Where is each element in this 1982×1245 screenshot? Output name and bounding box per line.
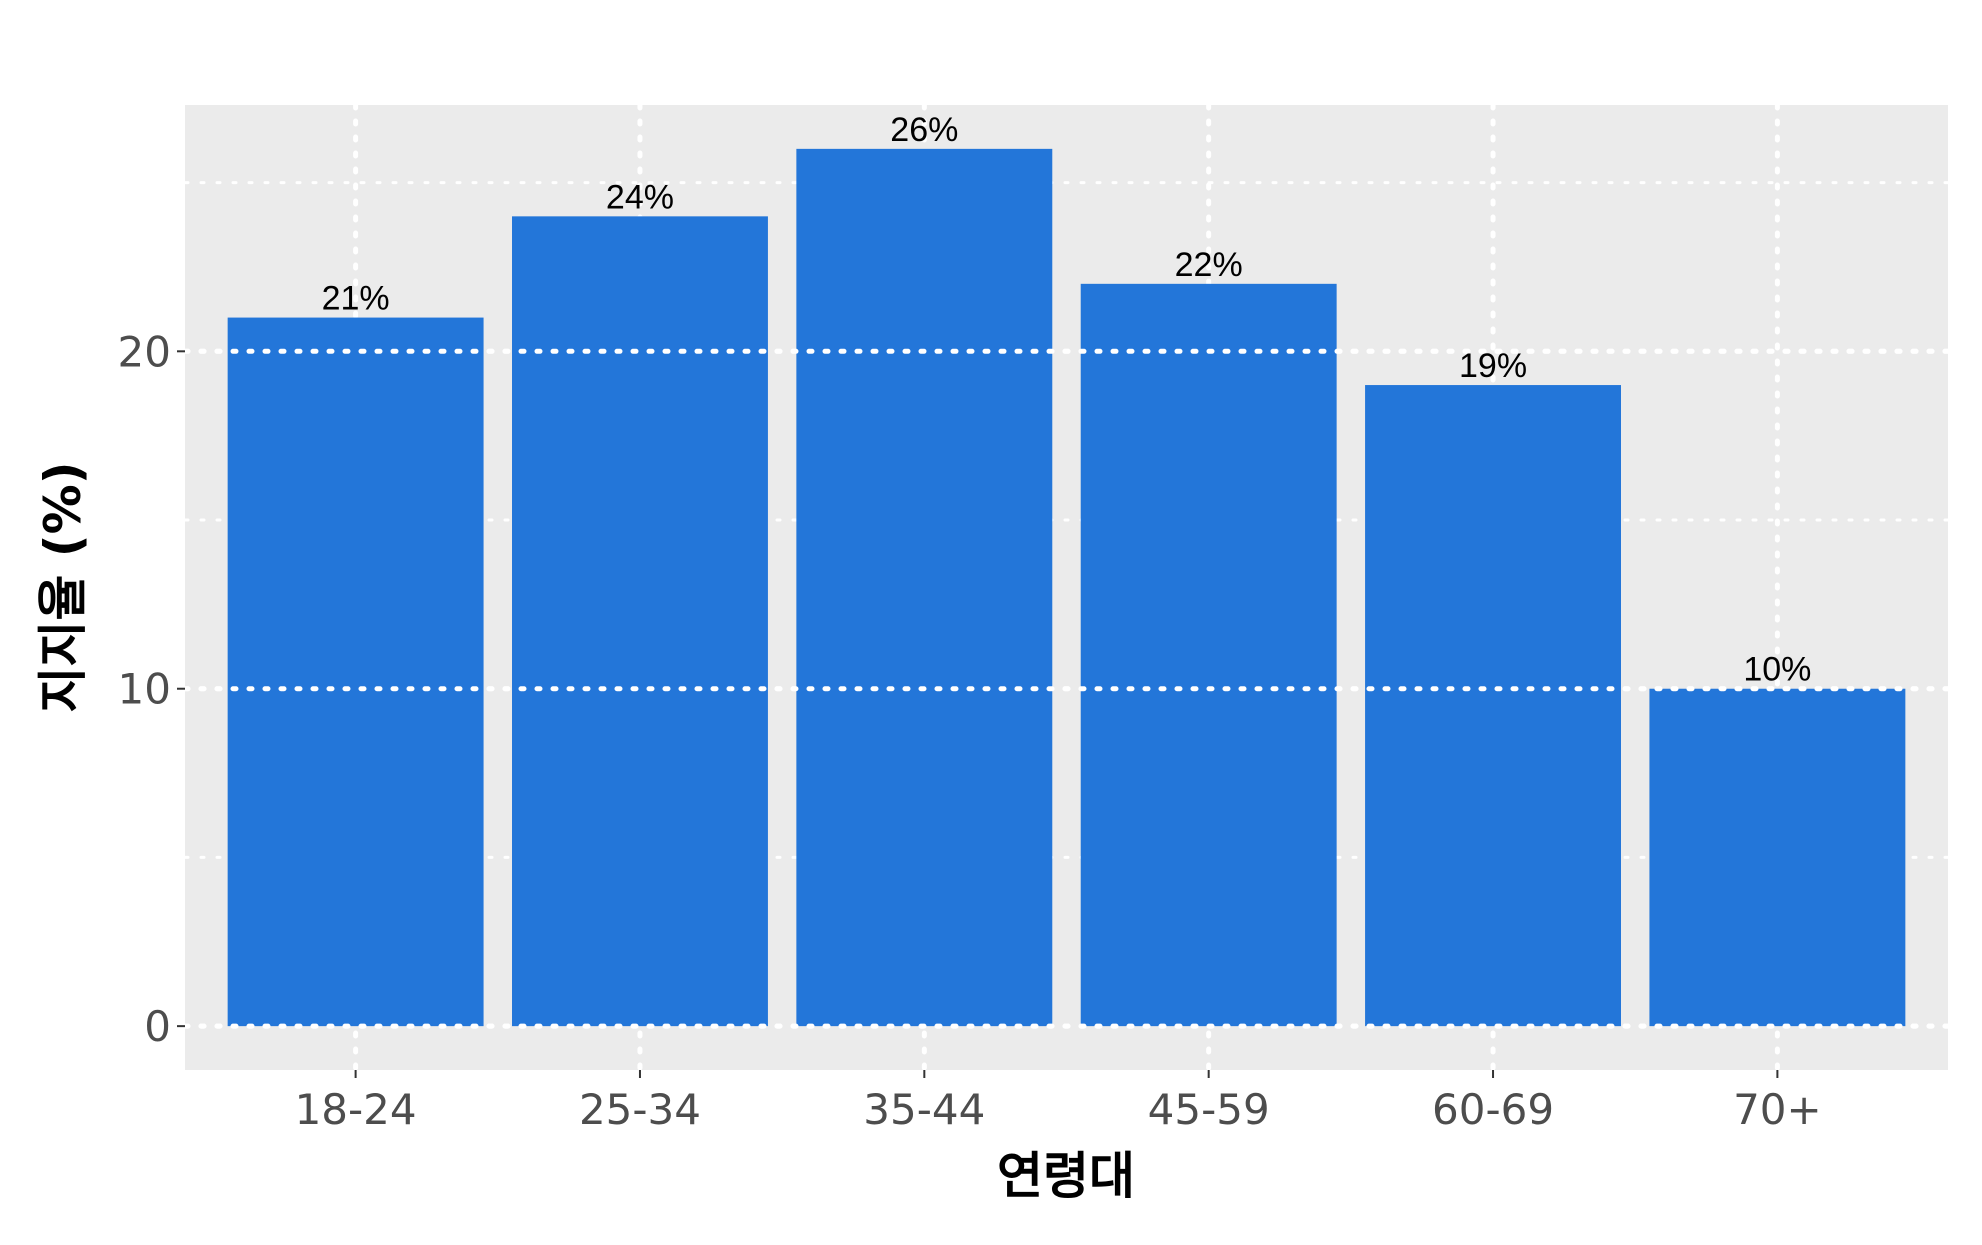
y-tick-label: 0 [144, 1002, 171, 1051]
data-label: 19% [1459, 347, 1527, 385]
bar [227, 317, 484, 1027]
x-axis-title: 연령대 [997, 1147, 1135, 1205]
data-label: 10% [1743, 651, 1811, 689]
y-tick-label: 10 [118, 665, 171, 714]
data-label: 21% [322, 280, 390, 318]
x-axis-ticks: 18-24 25-34 35-44 45-59 60-69 70+ [295, 1070, 1822, 1134]
data-label: 26% [890, 111, 958, 149]
bar [512, 216, 768, 1027]
x-tick-label: 35-44 [863, 1085, 985, 1134]
x-tick-label: 60-69 [1432, 1085, 1554, 1134]
data-label: 22% [1175, 246, 1243, 284]
y-axis-ticks: 0 10 20 [118, 327, 185, 1051]
x-tick-label: 18-24 [295, 1085, 417, 1134]
x-tick-label: 25-34 [579, 1085, 701, 1134]
data-label: 24% [606, 178, 674, 216]
bars [182, 148, 1951, 1029]
x-tick-label: 45-59 [1148, 1085, 1270, 1134]
bar [796, 148, 1053, 1027]
bar [1080, 283, 1337, 1027]
bar [1365, 385, 1621, 1027]
y-tick-label: 20 [118, 327, 171, 376]
data-labels: 21% 24% 26% 22% 19% 10% [322, 111, 1812, 689]
x-tick-label: 70+ [1733, 1085, 1822, 1134]
y-axis-title: 지지율 (%) [34, 461, 92, 712]
gridline-overlay [182, 348, 1951, 1029]
bar [1649, 688, 1906, 1027]
